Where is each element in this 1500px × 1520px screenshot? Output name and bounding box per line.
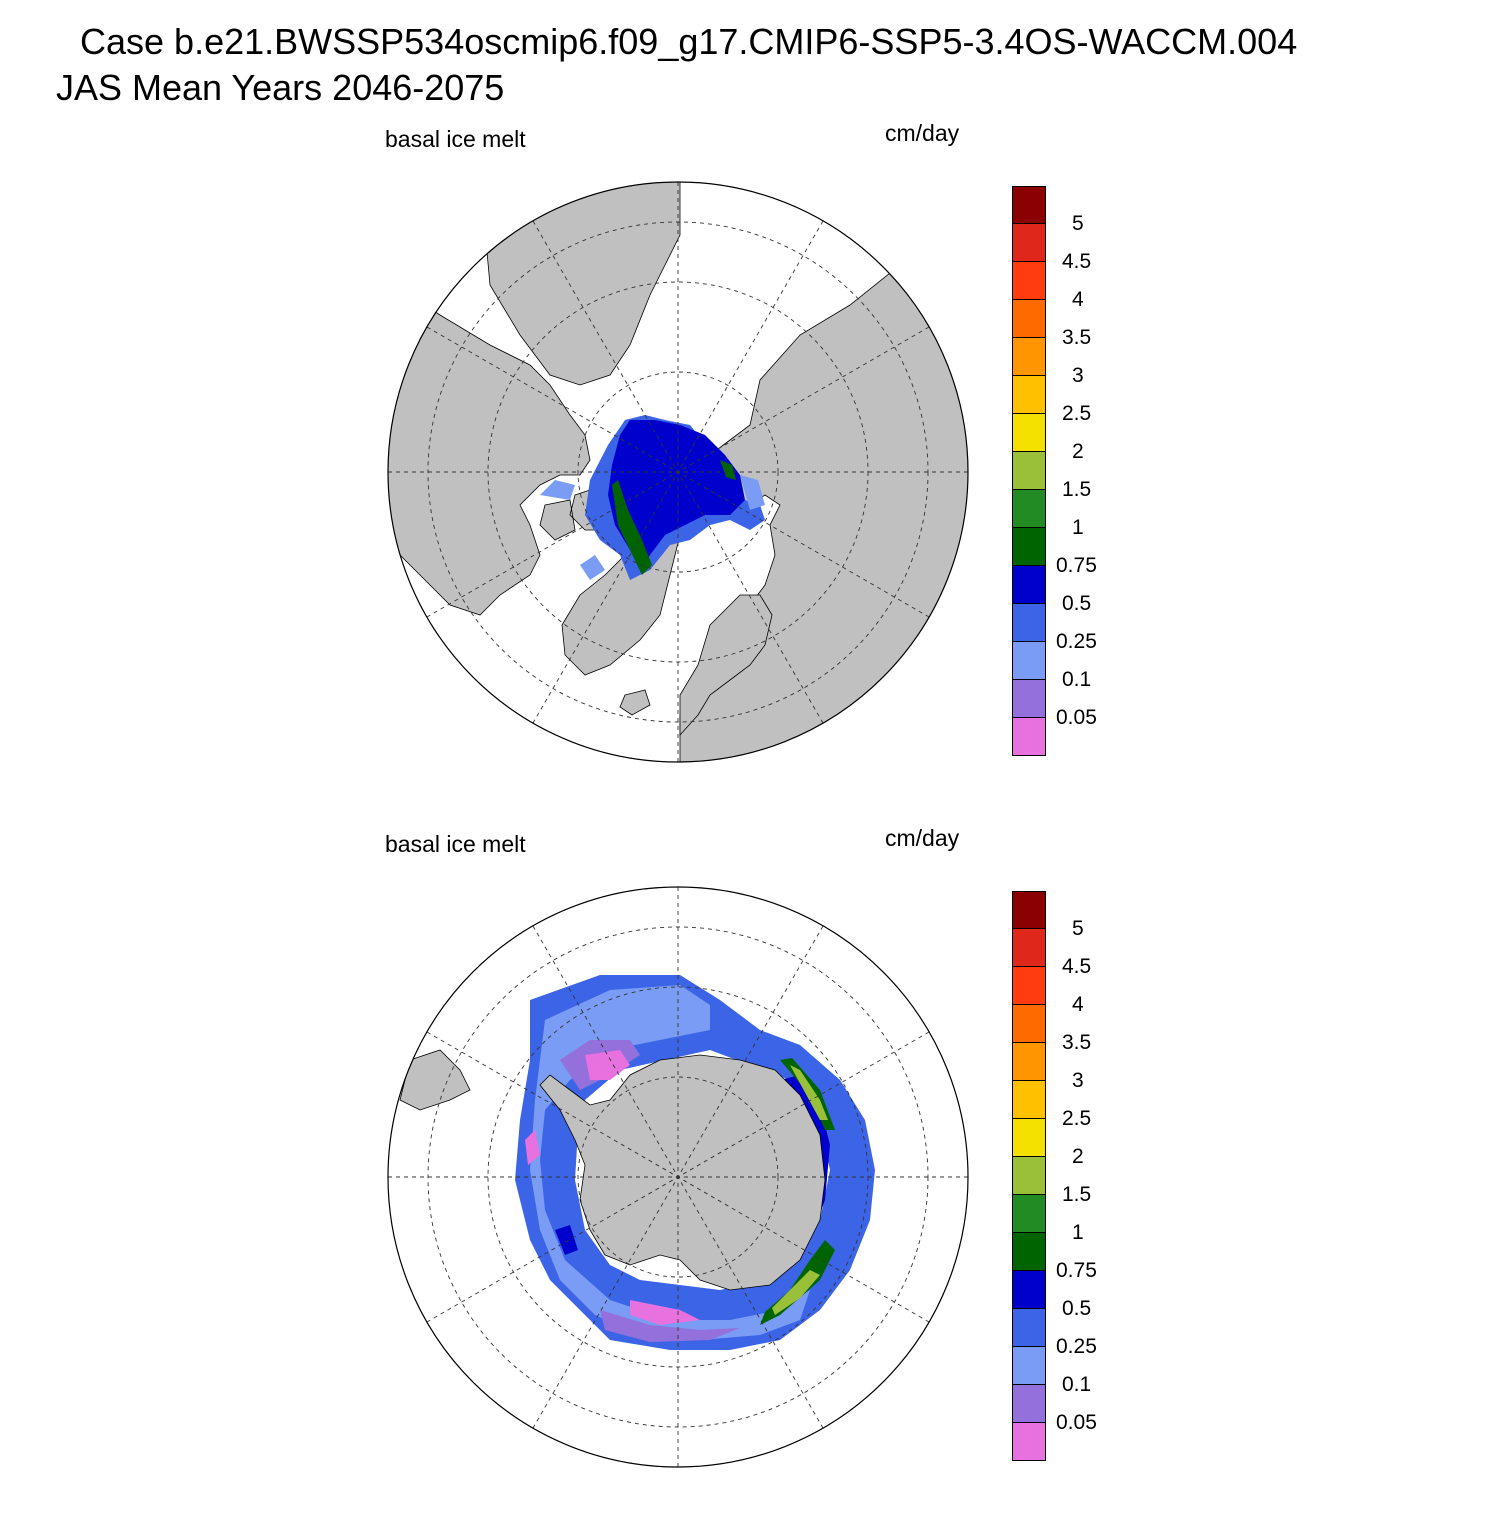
south-land-south-america xyxy=(399,1049,471,1111)
south-colorbar-swatch xyxy=(1012,929,1046,967)
south-colorbar-tick-label: 4.5 xyxy=(1062,955,1092,978)
figure-title-period: JAS Mean Years 2046-2075 xyxy=(56,67,505,108)
north-colorbar-tick-label: 0.5 xyxy=(1062,592,1092,615)
north-colorbar-tick-label: 1 xyxy=(1072,516,1084,539)
south-colorbar-tick-label: 1.5 xyxy=(1062,1183,1092,1206)
south-colorbar xyxy=(1012,891,1046,1461)
north-colorbar-tick-label: 2.5 xyxy=(1062,402,1092,425)
south-melt-0.05 xyxy=(560,1040,740,1342)
south-polar-map-panel: basal ice melt cm/day xyxy=(0,815,1500,1520)
north-colorbar-swatch xyxy=(1012,528,1046,566)
north-land-north-america xyxy=(388,274,591,616)
south-colorbar-tick-label: 3 xyxy=(1072,1069,1084,1092)
north-graticule xyxy=(388,182,968,762)
south-colorbar-tick-label: 5 xyxy=(1072,917,1084,940)
south-colorbar-swatch xyxy=(1012,1271,1046,1309)
south-colorbar-tick-label: 2.5 xyxy=(1062,1107,1092,1130)
north-land-scandinavia xyxy=(679,594,773,737)
north-colorbar-tick-label: 5 xyxy=(1072,212,1084,235)
south-colorbar-swatch xyxy=(1012,1347,1046,1385)
south-colorbar-tick-label: 0.75 xyxy=(1056,1259,1097,1282)
south-graticule xyxy=(388,887,968,1467)
north-colorbar-swatch xyxy=(1012,718,1046,756)
north-colorbar-tick-label: 4 xyxy=(1072,288,1084,311)
north-land-iceland xyxy=(619,689,651,716)
south-colorbar-swatch xyxy=(1012,1157,1046,1195)
north-colorbar-tick-label: 3 xyxy=(1072,364,1084,387)
north-melt-0.5 xyxy=(608,420,745,570)
north-colorbar-swatch xyxy=(1012,376,1046,414)
north-colorbar-swatch xyxy=(1012,680,1046,718)
south-colorbar-tick-label: 1 xyxy=(1072,1221,1084,1244)
north-colorbar xyxy=(1012,186,1046,756)
north-map-border xyxy=(387,181,969,763)
north-colorbar-swatch xyxy=(1012,414,1046,452)
south-colorbar-tick-label: 2 xyxy=(1072,1145,1084,1168)
south-colorbar-swatch xyxy=(1012,891,1046,929)
south-colorbar-swatch xyxy=(1012,1233,1046,1271)
south-colorbar-tick-label: 0.1 xyxy=(1062,1373,1092,1396)
north-colorbar-swatch xyxy=(1012,490,1046,528)
south-colorbar-swatch xyxy=(1012,1385,1046,1423)
north-colorbar-swatch xyxy=(1012,300,1046,338)
north-colorbar-swatch xyxy=(1012,642,1046,680)
north-colorbar-tick-label: 0.75 xyxy=(1056,554,1097,577)
north-colorbar-tick-label: 0.1 xyxy=(1062,668,1092,691)
south-colorbar-swatch xyxy=(1012,1195,1046,1233)
south-land-antarctica xyxy=(539,1054,826,1291)
north-colorbar-swatch xyxy=(1012,224,1046,262)
south-colorbar-swatch xyxy=(1012,1081,1046,1119)
south-melt-0.75 xyxy=(760,1058,835,1325)
south-colorbar-tick-label: 3.5 xyxy=(1062,1031,1092,1054)
south-colorbar-swatch xyxy=(1012,1309,1046,1347)
north-colorbar-tick-label: 0.05 xyxy=(1056,706,1097,729)
south-colorbar-tick-label: 4 xyxy=(1072,993,1084,1016)
south-colorbar-tick-label: 0.25 xyxy=(1056,1335,1097,1358)
north-colorbar-swatch xyxy=(1012,338,1046,376)
north-colorbar-tick-label: 1.5 xyxy=(1062,478,1092,501)
north-polar-map xyxy=(387,181,969,763)
south-colorbar-swatch xyxy=(1012,1119,1046,1157)
north-colorbar-swatch xyxy=(1012,604,1046,642)
north-colorbar-swatch xyxy=(1012,186,1046,224)
north-melt-0.1 xyxy=(540,475,765,580)
south-colorbar-swatch xyxy=(1012,1005,1046,1043)
south-map-border xyxy=(387,886,969,1468)
north-colorbar-swatch xyxy=(1012,262,1046,300)
south-colorbar-swatch xyxy=(1012,967,1046,1005)
south-colorbar-tick-label: 0.5 xyxy=(1062,1297,1092,1320)
south-melt-0.1 xyxy=(530,985,810,1340)
north-polar-map-panel: basal ice melt cm/day xyxy=(0,110,1500,815)
south-polar-map xyxy=(387,886,969,1468)
figure-title-case: Case b.e21.BWSSP534oscmip6.f09_g17.CMIP6… xyxy=(80,21,1298,62)
north-colorbar-swatch xyxy=(1012,452,1046,490)
south-colorbar-swatch xyxy=(1012,1423,1046,1461)
south-colorbar-tick-label: 0.05 xyxy=(1056,1411,1097,1434)
north-colorbar-tick-label: 2 xyxy=(1072,440,1084,463)
south-variable-label: basal ice melt xyxy=(385,831,526,857)
south-colorbar-swatch xyxy=(1012,1043,1046,1081)
north-colorbar-swatch xyxy=(1012,566,1046,604)
north-colorbar-tick-label: 0.25 xyxy=(1056,630,1097,653)
south-units-label: cm/day xyxy=(885,825,960,851)
north-units-label: cm/day xyxy=(885,120,960,146)
north-variable-label: basal ice melt xyxy=(385,126,526,152)
north-colorbar-tick-label: 4.5 xyxy=(1062,250,1092,273)
north-melt-0.75 xyxy=(612,460,736,575)
north-colorbar-tick-label: 3.5 xyxy=(1062,326,1092,349)
north-land-alaska-siberia xyxy=(479,182,681,386)
